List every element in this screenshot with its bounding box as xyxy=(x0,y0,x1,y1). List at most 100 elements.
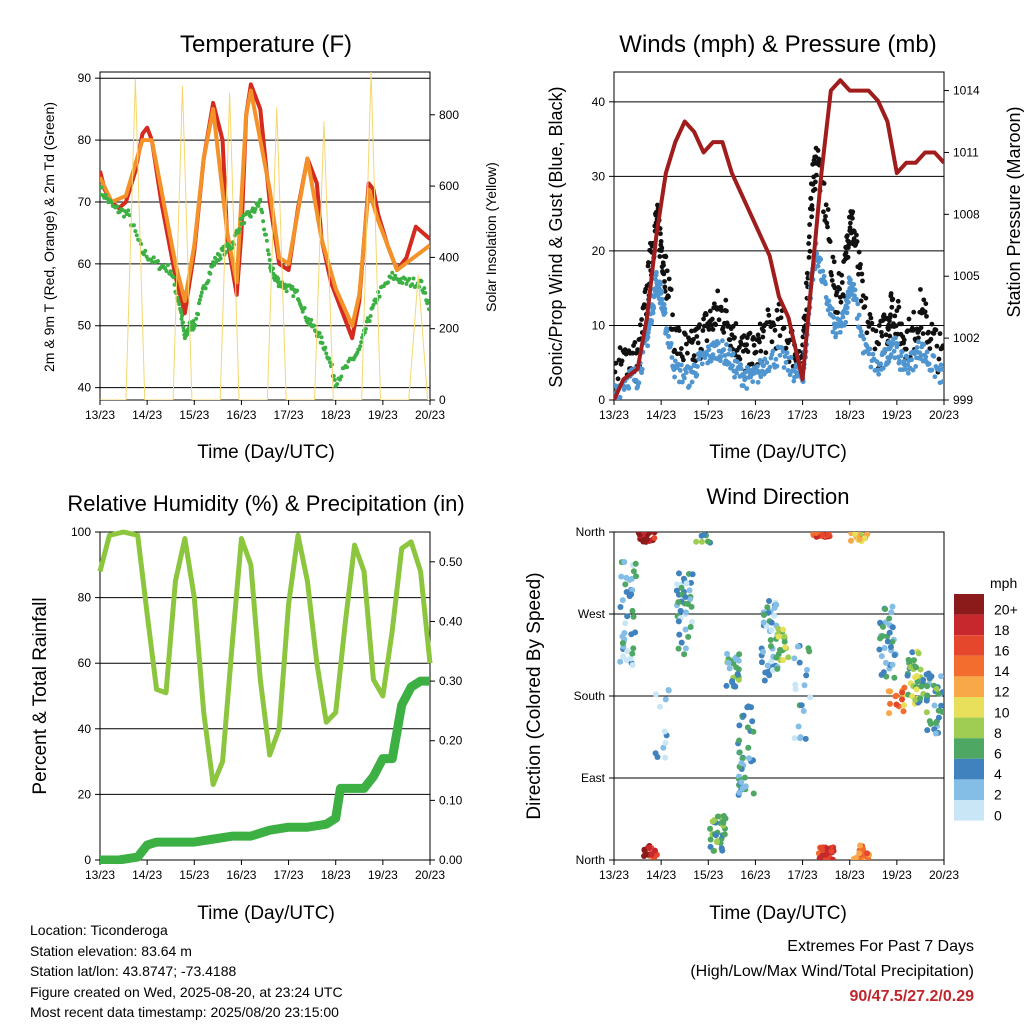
wind-point xyxy=(727,347,733,352)
temperature-ylabel: 2m & 9m T (Red, Orange) & 2m Td (Green) xyxy=(41,102,57,372)
gust-point xyxy=(666,276,672,282)
dewpoint-point xyxy=(150,260,155,265)
direction-point xyxy=(883,673,890,680)
legend-label: 14 xyxy=(994,663,1010,679)
direction-point xyxy=(924,692,931,699)
wind-point xyxy=(617,394,623,400)
wind-point xyxy=(699,361,705,367)
direction-point xyxy=(792,686,799,693)
t2-line xyxy=(100,82,430,341)
gust-point xyxy=(928,336,934,342)
wind-point xyxy=(880,365,886,371)
rh-line xyxy=(97,529,433,788)
direction-point xyxy=(864,850,871,857)
wind-point xyxy=(730,363,735,369)
wind-point xyxy=(672,374,678,380)
dewpoint-point xyxy=(419,279,424,284)
dewpoint-point xyxy=(100,185,104,190)
direction-point xyxy=(721,831,728,838)
x-tick-label: 17/23 xyxy=(274,408,304,422)
gust-point xyxy=(847,220,853,226)
direction-point xyxy=(819,852,826,859)
wind-point xyxy=(876,371,882,377)
dewpoint-point xyxy=(386,280,391,285)
direction-point xyxy=(796,659,803,666)
gust-point xyxy=(850,209,856,215)
dewpoint-point xyxy=(198,294,203,299)
wind-point xyxy=(650,310,656,316)
gust-point xyxy=(829,272,834,278)
wind-point xyxy=(659,296,665,302)
gust-point xyxy=(720,325,726,331)
x-tick-label: 13/23 xyxy=(599,408,629,422)
direction-point xyxy=(882,659,889,666)
legend-label: 12 xyxy=(994,684,1010,700)
direction-point xyxy=(749,718,756,725)
dewpoint-point xyxy=(218,256,223,261)
wind-point xyxy=(668,340,674,346)
gust-point xyxy=(829,278,835,283)
direction-point xyxy=(745,744,752,751)
dewpoint-point xyxy=(359,340,364,345)
direction-point xyxy=(662,696,669,703)
direction-point xyxy=(726,665,733,672)
gust-point xyxy=(723,297,729,303)
x-tick-label: 14/23 xyxy=(132,868,162,882)
gust-point xyxy=(876,341,882,347)
y-tick-label: 40 xyxy=(78,381,92,395)
gust-point xyxy=(895,331,900,337)
wind-point xyxy=(910,367,916,373)
direction-point xyxy=(771,604,778,611)
direction-point xyxy=(722,815,729,822)
wind-point xyxy=(662,310,668,316)
gust-point xyxy=(815,148,821,153)
dewpoint-point xyxy=(179,310,184,315)
direction-point xyxy=(893,692,900,699)
direction-point xyxy=(882,606,889,613)
gust-point xyxy=(936,356,942,362)
dewpoint-point xyxy=(206,278,211,283)
direction-point xyxy=(777,646,784,653)
created-text: Figure created on Wed, 2025-08-20, at 23… xyxy=(30,983,343,1000)
dewpoint-point xyxy=(197,297,202,302)
legend-label: 0 xyxy=(994,807,1002,823)
wind-point xyxy=(929,367,935,373)
legend-label: 8 xyxy=(994,725,1002,741)
gust-point xyxy=(847,225,853,231)
dewpoint-point xyxy=(323,345,328,350)
gust-point xyxy=(887,333,893,339)
direction-point xyxy=(656,703,663,710)
dewpoint-point xyxy=(266,252,271,257)
wind-point xyxy=(734,370,739,376)
direction-point xyxy=(795,723,802,730)
gust-point xyxy=(864,330,870,336)
gust-point xyxy=(781,325,787,331)
gust-point xyxy=(839,280,845,285)
dewpoint-point xyxy=(319,335,324,340)
wind-point xyxy=(926,361,932,367)
dewpoint-point xyxy=(324,351,329,356)
direction-point xyxy=(675,599,682,606)
gust-point xyxy=(886,327,891,332)
wind-point xyxy=(755,363,760,369)
direction-point xyxy=(693,538,700,545)
gust-point xyxy=(701,323,707,329)
direction-point xyxy=(678,584,685,591)
wind-point xyxy=(740,383,746,388)
wind-point xyxy=(845,299,851,305)
y-tick-label: 30 xyxy=(592,169,606,183)
wind-point xyxy=(706,347,712,353)
wind-point xyxy=(696,356,702,362)
gust-point xyxy=(630,350,636,356)
wind-point xyxy=(785,368,791,373)
wind-point xyxy=(844,305,850,311)
wind-point xyxy=(777,352,783,358)
direction-point xyxy=(675,570,682,577)
gust-point xyxy=(812,179,818,185)
dewpoint-point xyxy=(312,323,317,328)
direction-point xyxy=(683,609,690,616)
gust-point xyxy=(719,308,725,313)
wind-point xyxy=(788,355,794,360)
gust-point xyxy=(869,320,875,326)
wind-point xyxy=(770,348,776,354)
